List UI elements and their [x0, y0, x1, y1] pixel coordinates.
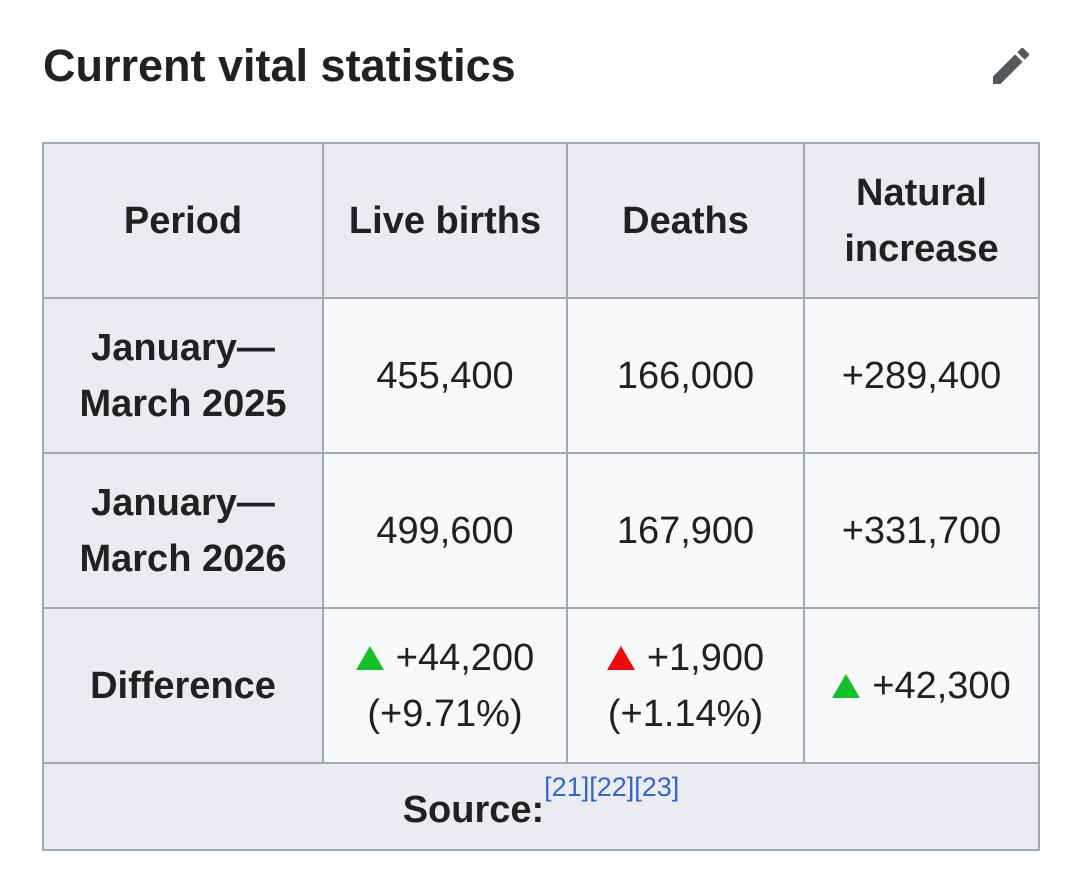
increase-arrow-icon [606, 645, 635, 670]
reference-link[interactable]: [22] [589, 771, 635, 802]
cell-natural-increase: +331,700 [803, 452, 1040, 609]
section-title: Current vital statistics [43, 40, 516, 91]
cell-live-births: 455,400 [322, 297, 568, 454]
table-row: January— March 2025 455,400 166,000 +289… [42, 297, 1040, 454]
vital-statistics-table: Period Live births Deaths Natural increa… [42, 142, 1040, 851]
section-header: Current vital statistics [43, 36, 1038, 96]
header-period: Period [42, 142, 324, 299]
cell-diff-natural-increase: +42,300 [803, 607, 1040, 764]
cell-deaths: 167,900 [566, 452, 805, 609]
diff-value: +1,900 [646, 636, 765, 679]
source-label: Source: [402, 788, 545, 831]
cell-natural-increase: +289,400 [803, 297, 1040, 454]
reference-links: [21][22][23] [544, 772, 679, 802]
difference-row: Difference +44,200 (+9.71%) +1,900 (+1.1… [42, 607, 1040, 764]
row-difference-label: Difference [42, 607, 324, 764]
reference-link[interactable]: [23] [634, 771, 680, 802]
header-deaths: Deaths [566, 142, 805, 299]
reference-link[interactable]: [21] [544, 771, 590, 802]
diff-percent: (+9.71%) [367, 692, 523, 735]
increase-arrow-icon [832, 673, 861, 698]
source-cell: Source:[21][22][23] [42, 762, 1040, 851]
cell-diff-live-births: +44,200 (+9.71%) [322, 607, 568, 764]
diff-value: +44,200 [395, 636, 535, 679]
diff-percent: (+1.14%) [607, 692, 764, 735]
header-live-births: Live births [322, 142, 568, 299]
source-row: Source:[21][22][23] [42, 762, 1040, 851]
diff-value: +42,300 [872, 664, 1011, 707]
header-row: Period Live births Deaths Natural increa… [42, 142, 1040, 299]
cell-live-births: 499,600 [322, 452, 568, 609]
edit-section-button[interactable] [984, 39, 1038, 93]
header-natural-increase: Natural increase [803, 142, 1040, 299]
row-period: January— March 2025 [42, 297, 324, 454]
row-period: January— March 2026 [42, 452, 324, 609]
pencil-icon [993, 47, 1030, 84]
cell-diff-deaths: +1,900 (+1.14%) [566, 607, 805, 764]
table-row: January— March 2026 499,600 167,900 +331… [42, 452, 1040, 609]
cell-deaths: 166,000 [566, 297, 805, 454]
increase-arrow-icon [355, 645, 384, 670]
